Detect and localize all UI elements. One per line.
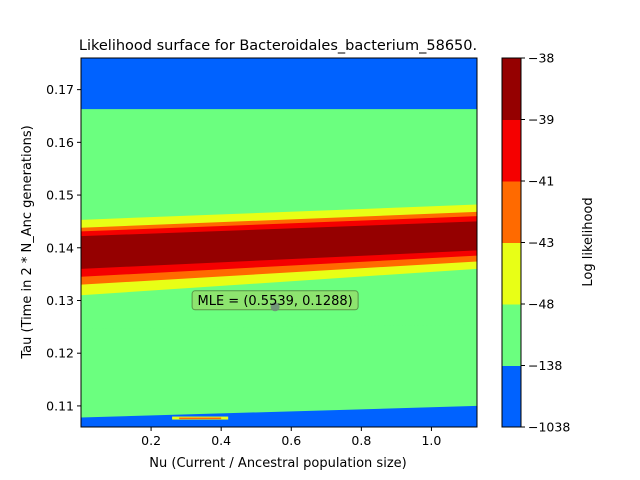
y-tick-label: 0.12 bbox=[46, 346, 74, 361]
chart-title: Likelihood surface for Bacteroidales_bac… bbox=[79, 38, 477, 54]
colorbar-segment bbox=[502, 242, 521, 305]
mle-point bbox=[270, 302, 280, 312]
x-axis-ticks: 0.2 0.4 0.6 0.8 1.0 bbox=[141, 427, 441, 448]
colorbar-segment bbox=[502, 58, 521, 120]
y-tick-label: 0.11 bbox=[46, 398, 74, 413]
x-tick-label: 0.6 bbox=[281, 433, 301, 448]
y-tick-label: 0.15 bbox=[46, 188, 74, 203]
mle-annotation: MLE = (0.5539, 0.1288) bbox=[191, 290, 359, 312]
y-axis-ticks: 0.11 0.12 0.13 0.14 0.15 0.16 0.17 bbox=[46, 82, 81, 413]
x-axis-label: Nu (Current / Ancestral population size) bbox=[149, 456, 406, 471]
colorbar: −1038 −138 −48 −43 −41 −39 −38 bbox=[501, 51, 570, 435]
colorbar-segment bbox=[502, 119, 521, 182]
colorbar-tick-label: −138 bbox=[528, 358, 562, 373]
colorbar-tick-label: −41 bbox=[528, 174, 554, 189]
colorbar-tick-label: −1038 bbox=[528, 420, 570, 435]
mle-label-text: MLE = (0.5539, 0.1288) bbox=[198, 294, 353, 309]
colorbar-tick-label: −43 bbox=[528, 235, 554, 250]
plot-area bbox=[80, 57, 478, 428]
contour-feature-orange bbox=[179, 417, 222, 420]
y-tick-label: 0.16 bbox=[46, 135, 74, 150]
plot-frame bbox=[80, 57, 478, 428]
colorbar-label: Log likelihood bbox=[581, 197, 596, 286]
y-tick-label: 0.13 bbox=[46, 293, 74, 308]
y-axis-label: Tau (Time in 2 * N_Anc generations) bbox=[20, 125, 35, 359]
colorbar-segment bbox=[502, 365, 521, 428]
x-tick-label: 0.2 bbox=[141, 433, 161, 448]
y-tick-label: 0.17 bbox=[46, 82, 74, 97]
contour-band-6 bbox=[81, 221, 477, 269]
colorbar-segment bbox=[502, 181, 521, 243]
y-tick-label: 0.14 bbox=[46, 240, 74, 255]
x-tick-label: 0.8 bbox=[351, 433, 371, 448]
colorbar-tick-label: −38 bbox=[528, 51, 554, 66]
colorbar-tick-label: −39 bbox=[528, 112, 554, 127]
x-tick-label: 1.0 bbox=[421, 433, 441, 448]
colorbar-tick-label: −48 bbox=[528, 297, 554, 312]
x-tick-label: 0.4 bbox=[211, 433, 231, 448]
colorbar-segment bbox=[502, 304, 521, 366]
